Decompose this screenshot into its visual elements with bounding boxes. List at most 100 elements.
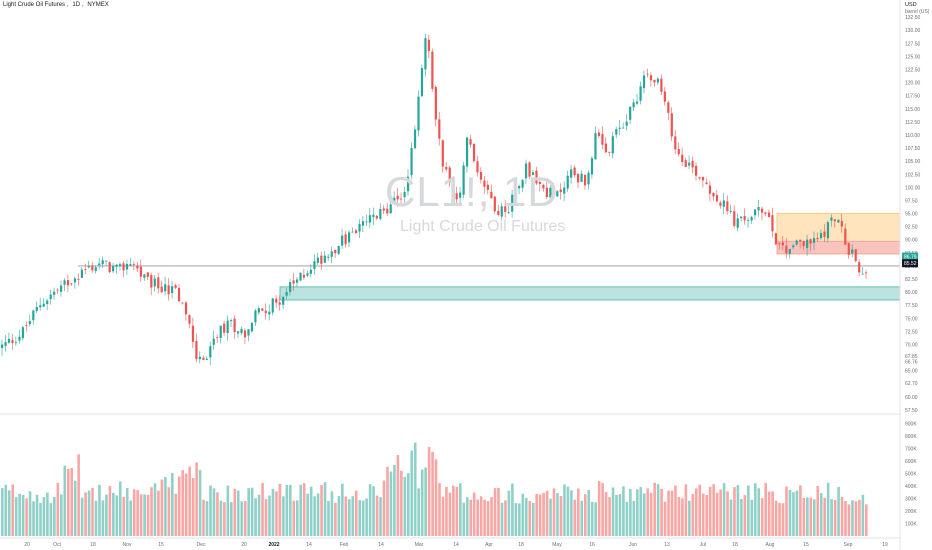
volume-bar [7, 490, 11, 536]
candle-body [781, 242, 784, 246]
volume-bar [566, 486, 570, 536]
volume-bar [94, 500, 98, 536]
volume-bar [400, 470, 403, 536]
volume-bar [583, 494, 587, 536]
candle-body [434, 87, 437, 120]
time-tick-label: 19 [882, 542, 888, 548]
volume-bar [275, 491, 278, 536]
volume-bar [490, 497, 493, 536]
candle-body [615, 129, 618, 135]
volume-bar [146, 494, 150, 536]
candle-body [826, 222, 830, 239]
candle-body [799, 239, 802, 242]
volume-tick-label: 500K [905, 471, 917, 477]
candle-body [684, 160, 687, 167]
candle-body [250, 322, 254, 332]
volume-layer [1, 442, 868, 536]
volume-bar [320, 485, 323, 536]
volume-bar [191, 478, 195, 536]
volume-bar [285, 484, 289, 536]
candle-body [705, 182, 708, 185]
volume-bar [382, 480, 386, 536]
volume-bar [143, 494, 146, 536]
volume-bar [448, 492, 452, 536]
price-tick-label: 72.50 [905, 329, 918, 335]
candle-body [295, 279, 299, 283]
candle-body [118, 264, 122, 266]
volume-bar [372, 486, 375, 536]
zone-red [776, 240, 901, 255]
candle-body [379, 208, 382, 219]
candle-body [542, 184, 545, 189]
volume-bar [587, 490, 591, 536]
volume-bar [87, 490, 91, 536]
candle-body [108, 262, 111, 273]
volume-bar [334, 502, 337, 536]
volume-bar [486, 501, 490, 536]
volume-bar [472, 492, 476, 536]
candle-body [188, 315, 191, 324]
volume-tick-label: 300K [905, 496, 917, 502]
candle-body [695, 165, 698, 176]
price-axis[interactable]: 132.50 130.00 127.50 125.00 122.50 120.00 117.… [905, 15, 921, 414]
time-tick-label: 18 [518, 542, 524, 548]
volume-bar [788, 489, 792, 536]
volume-bar [368, 484, 372, 536]
volume-bar [18, 493, 21, 536]
volume-tick-label: 800K [905, 434, 917, 440]
candle-body [53, 291, 56, 295]
time-tick-label: 15 [158, 542, 164, 548]
price-tick-label: 105.00 [905, 159, 921, 165]
volume-bar [622, 486, 625, 536]
candle-body [740, 216, 743, 219]
volume-bar [511, 483, 514, 536]
candle-body [247, 329, 250, 336]
volume-bar [56, 482, 60, 536]
volume-bar [462, 502, 466, 536]
volume-bar [518, 503, 521, 536]
volume-bar [833, 499, 837, 536]
volume-bar [604, 492, 608, 536]
time-axis[interactable]: 20 Oct 18 Nov 15 Dec 20 2022 14 Feb 14 Mar 14 Apr 18 Ma… [24, 542, 888, 548]
candle-body [518, 185, 521, 189]
volume-bar [181, 470, 185, 536]
candle-body [49, 294, 52, 300]
volume-bar [226, 485, 230, 536]
volume-bar [493, 488, 497, 536]
volume-bar [479, 496, 483, 536]
volume-bar [184, 473, 188, 536]
candle-body [337, 246, 340, 254]
volume-bar [806, 497, 809, 536]
candle-body [289, 282, 292, 292]
volume-bar [139, 494, 143, 536]
price-tick-label: 70.00 [905, 343, 918, 349]
interval[interactable]: 1D [72, 2, 81, 8]
volume-bar [701, 493, 705, 536]
candle-body [500, 206, 503, 217]
candle-body [722, 200, 725, 207]
volume-tick-label: 400K [905, 484, 917, 490]
candle-body [223, 323, 226, 333]
candle-body [403, 192, 406, 198]
candle-body [729, 210, 732, 212]
time-tick-label: Apr [485, 542, 493, 548]
volume-bar [642, 493, 646, 536]
candle-body [420, 68, 424, 97]
candle-body [504, 206, 507, 213]
candle-body [636, 101, 639, 104]
candle-body [830, 217, 833, 221]
candle-body [32, 310, 35, 321]
volume-bar [556, 493, 559, 536]
candle-body [833, 219, 836, 222]
candle-body [774, 233, 778, 245]
volume-bar [202, 499, 205, 536]
candle-body [18, 336, 21, 341]
volume-bar [826, 482, 830, 536]
candle-body [594, 133, 597, 160]
volume-bar [812, 499, 816, 536]
volume-bar [306, 493, 309, 536]
candle-body [625, 121, 628, 126]
candle-body [521, 179, 524, 188]
candle-body [236, 331, 240, 334]
